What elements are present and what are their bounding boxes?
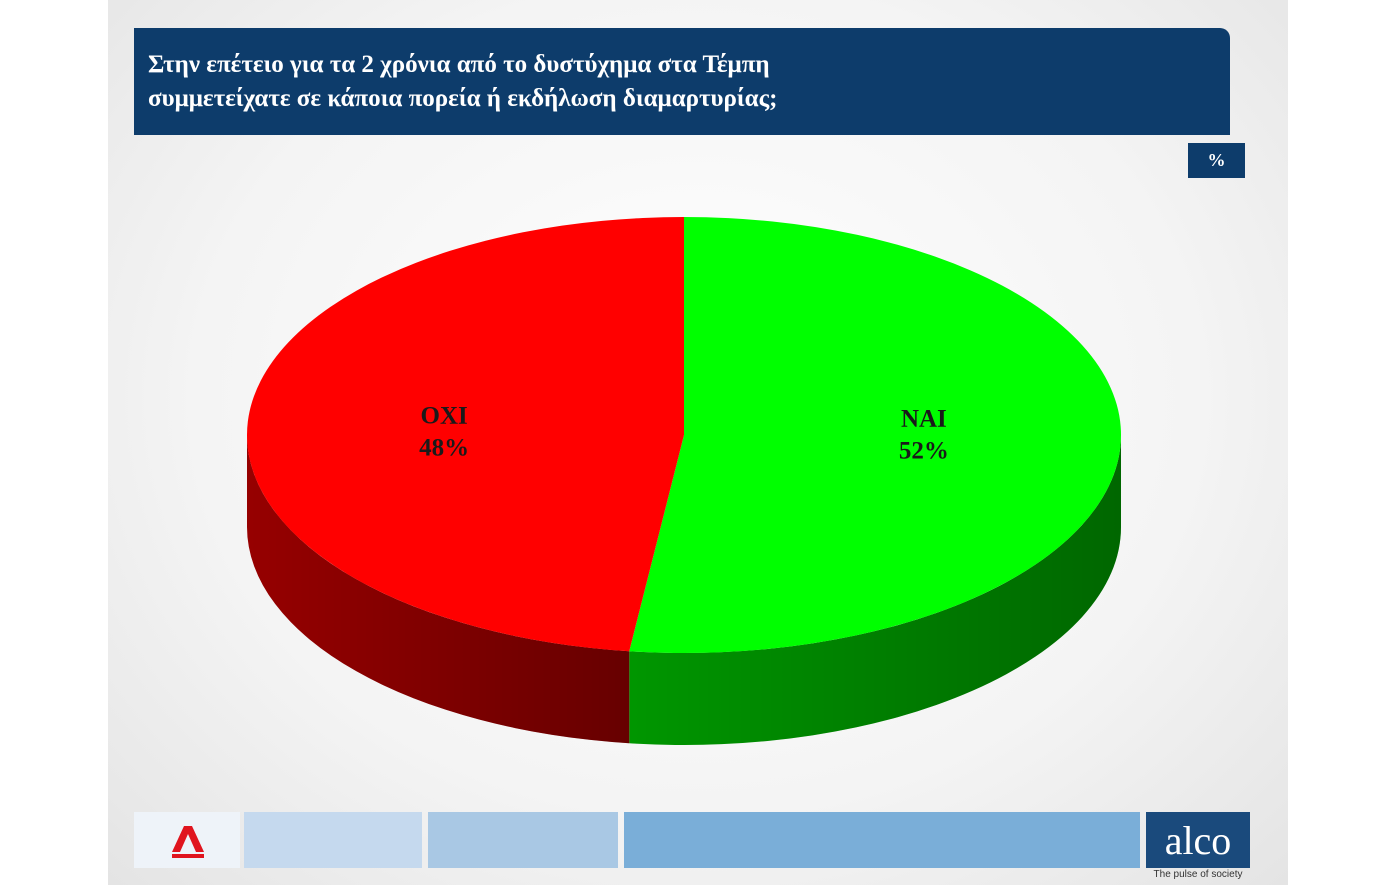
slice bbox=[247, 217, 684, 652]
unit-badge: % bbox=[1188, 143, 1245, 178]
value-label: 52% bbox=[899, 437, 949, 464]
slice-label: ΟΧΙ bbox=[421, 403, 468, 430]
brand-tagline: The pulse of society bbox=[1153, 869, 1243, 880]
footer-bar bbox=[134, 812, 240, 868]
footer-bar bbox=[428, 812, 618, 868]
channel-logo bbox=[172, 826, 204, 858]
slice-side-shade bbox=[629, 435, 1121, 745]
chart-title: Στην επέτειο για τα 2 χρόνια από το δυστ… bbox=[134, 28, 1230, 135]
slice bbox=[629, 216, 1122, 653]
brand-logo: alco bbox=[1146, 812, 1250, 868]
pie: ΝΑΙ 52% ΟΧΙ 48% bbox=[247, 216, 1122, 745]
value-label: 48% bbox=[419, 435, 469, 462]
slice-label: ΝΑΙ bbox=[901, 405, 947, 432]
slice-side-shade bbox=[247, 435, 630, 744]
footer-bar bbox=[624, 812, 1140, 868]
footer-bar bbox=[244, 812, 422, 868]
